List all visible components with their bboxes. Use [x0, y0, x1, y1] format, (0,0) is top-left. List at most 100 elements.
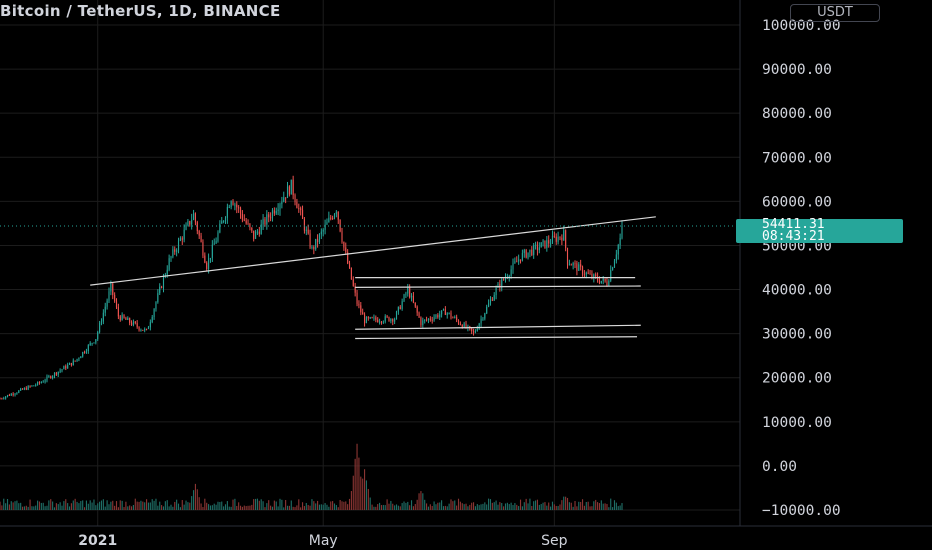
x-tick-label[interactable]: Sep — [541, 533, 568, 549]
candle-body — [548, 240, 550, 244]
candle-body — [194, 213, 196, 223]
volume-bar — [29, 499, 31, 510]
candle-body — [461, 324, 463, 328]
volume-bar — [219, 502, 221, 510]
candle-body — [613, 260, 616, 268]
candle-body — [486, 306, 488, 314]
volume-bar — [497, 504, 499, 510]
candle-body — [335, 211, 337, 215]
candle-body — [10, 393, 12, 396]
x-tick-label[interactable]: 2021 — [78, 533, 117, 549]
candle-body — [305, 229, 307, 231]
y-tick-label[interactable]: 90000.00 — [762, 62, 832, 78]
x-tick-label[interactable]: May — [309, 533, 338, 549]
candle-body — [356, 292, 358, 304]
candle-body — [298, 208, 300, 210]
volume-bar — [202, 507, 204, 510]
candle-body — [418, 312, 420, 318]
candle-body — [23, 387, 25, 390]
candle-body — [439, 314, 441, 318]
x-axis-labels[interactable]: 2021 May Sep — [78, 533, 567, 549]
volume-bar — [441, 500, 443, 510]
volume-bar — [108, 504, 110, 510]
candle-body — [463, 323, 465, 328]
candle-body — [471, 328, 473, 332]
candle-body — [482, 318, 484, 320]
volume-bar — [65, 499, 67, 510]
candle-body — [497, 283, 499, 288]
trendline[interactable] — [355, 336, 638, 340]
y-tick-label[interactable]: −10000.00 — [762, 503, 841, 519]
candle-body — [591, 273, 593, 279]
y-tick-label[interactable]: 40000.00 — [762, 283, 832, 299]
volume-bar — [523, 502, 525, 510]
volume-bar — [187, 502, 189, 510]
candle-body — [223, 220, 225, 222]
candle-body — [183, 229, 185, 240]
candle-body — [394, 319, 396, 322]
y-tick-label[interactable]: 70000.00 — [762, 150, 832, 166]
y-tick-label[interactable]: 30000.00 — [762, 327, 832, 343]
volume-bar — [600, 500, 602, 510]
candle-body — [318, 234, 321, 243]
candle-body — [129, 318, 131, 323]
volume-bar — [429, 504, 431, 510]
y-tick-label[interactable]: 100000.00 — [762, 18, 841, 34]
volume-bar — [119, 500, 121, 510]
volume-bar — [74, 498, 76, 510]
volume-bar — [48, 500, 50, 510]
volume-bar — [597, 502, 599, 510]
volume-bar — [333, 503, 336, 510]
volume-bar — [230, 506, 232, 510]
volume-bar — [3, 498, 5, 510]
candle-body — [478, 323, 480, 329]
volume-bar — [456, 505, 458, 510]
candle-body — [386, 316, 388, 318]
volume-bar — [519, 499, 522, 510]
candle-body — [313, 246, 315, 250]
y-tick-label[interactable]: 10000.00 — [762, 415, 832, 431]
volume-bar — [604, 503, 606, 510]
candle-body — [360, 305, 362, 313]
candle-body — [255, 231, 257, 239]
volume-bar — [527, 503, 529, 510]
y-tick-label[interactable]: 20000.00 — [762, 371, 832, 387]
volume-bar — [426, 503, 428, 510]
candle-body — [377, 319, 379, 323]
volume-bar — [427, 506, 430, 510]
y-axis-labels[interactable]: 100000.00 90000.00 80000.00 70000.00 60000.0… — [762, 18, 841, 519]
y-tick-label[interactable]: 60000.00 — [762, 194, 832, 210]
volume-bar — [472, 502, 475, 510]
volume-bar — [397, 505, 399, 510]
currency-button[interactable]: USDT — [790, 4, 880, 22]
candle-body — [53, 372, 56, 377]
trendline[interactable] — [355, 324, 641, 330]
y-tick-label[interactable]: 80000.00 — [762, 106, 832, 122]
trendline[interactable] — [90, 216, 656, 286]
candle-body — [136, 323, 138, 327]
candle-body — [112, 283, 114, 295]
volume-bar — [134, 498, 136, 510]
symbol-title[interactable]: Bitcoin / TetherUS, 1D, BINANCE — [0, 2, 281, 20]
trendline[interactable] — [355, 285, 641, 288]
volume-bar — [44, 506, 46, 510]
candle-body — [597, 276, 599, 281]
volume-bar — [612, 507, 614, 510]
y-tick-label[interactable]: 0.00 — [762, 459, 797, 475]
volume-bar — [345, 501, 347, 510]
candle-body — [50, 376, 52, 378]
volume-bar — [155, 498, 157, 510]
candle-body — [251, 227, 253, 231]
volume-bar — [395, 504, 398, 510]
volume-bar — [281, 499, 283, 510]
volume-bar — [585, 501, 587, 510]
candle-body — [258, 231, 260, 235]
volume-bar — [301, 502, 304, 510]
volume-bar — [446, 506, 448, 510]
volume-bar — [403, 501, 405, 510]
candle-body — [395, 311, 398, 320]
candle-body — [57, 371, 59, 375]
trendlines[interactable] — [90, 216, 656, 340]
candle-body — [384, 316, 386, 322]
